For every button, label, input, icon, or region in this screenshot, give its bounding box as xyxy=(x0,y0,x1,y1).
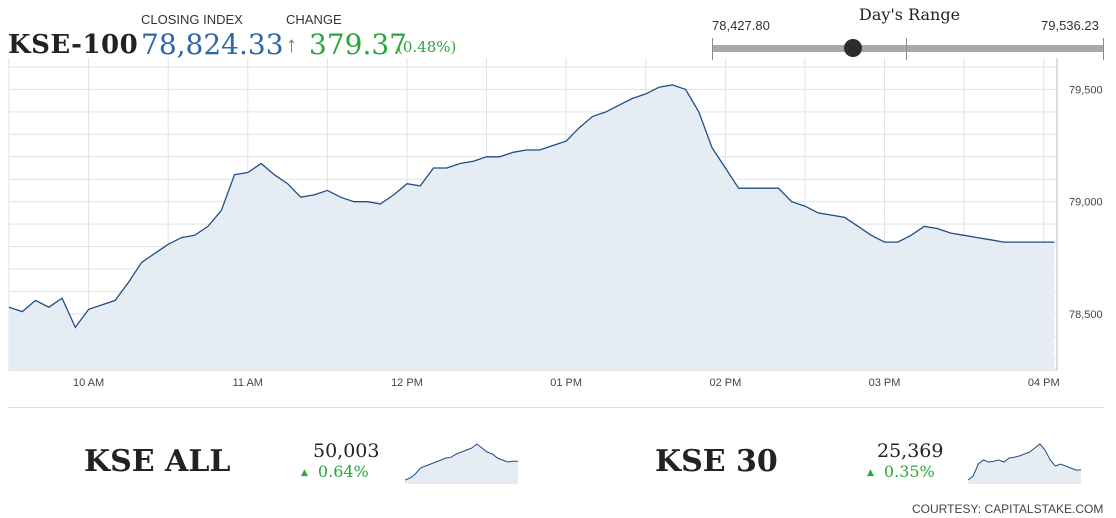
section-divider xyxy=(8,407,1104,408)
kse-30-change: ▲ 0.35% xyxy=(867,462,935,481)
closing-index-value: 78,824.33 xyxy=(141,28,284,61)
y-tick-label: 79,000 xyxy=(1069,197,1103,209)
kse-30-name: KSE 30 xyxy=(655,444,778,479)
days-range-high: 79,536.23 xyxy=(1041,18,1099,33)
days-range-knob xyxy=(844,39,863,57)
days-range-low: 78,427.80 xyxy=(712,18,770,33)
kse-30-value: 25,369 xyxy=(877,440,944,462)
main-chart: 78,500 79,000 79,500 10 AM 11 AM 12 PM 01 PM 0… xyxy=(8,58,1103,389)
triangle-up-icon: ▲ xyxy=(301,467,308,478)
kse-all-sparkline xyxy=(405,443,518,484)
kse-all-change: ▲ 0.64% xyxy=(301,462,369,481)
change-label: CHANGE xyxy=(286,12,342,27)
change-value: 379.37 xyxy=(309,28,407,61)
kse-all-value: 50,003 xyxy=(313,440,380,462)
price-line xyxy=(8,84,1055,329)
triangle-up-icon: ▲ xyxy=(867,467,874,478)
x-tick-label: 12 PM xyxy=(391,377,423,389)
x-tick-label: 11 AM xyxy=(233,377,263,389)
x-tick-label: 02 PM xyxy=(709,377,741,389)
range-tick-mid xyxy=(906,38,907,60)
range-tick-left xyxy=(712,38,713,60)
y-tick-label: 79,500 xyxy=(1069,84,1103,96)
days-range-title: Day's Range xyxy=(859,5,961,24)
change-percent: (0.48%) xyxy=(397,38,457,56)
x-tick-label: 03 PM xyxy=(869,377,901,389)
x-tick-label: 04 PM xyxy=(1028,377,1060,389)
closing-index-label: CLOSING INDEX xyxy=(141,12,243,27)
days-range-track xyxy=(712,45,1104,52)
courtesy-credit: COURTESY: CAPITALSTAKE.COM xyxy=(912,502,1104,516)
range-tick-right xyxy=(1103,38,1104,60)
x-tick-label: 10 AM xyxy=(73,377,104,389)
kse-all-name: KSE ALL xyxy=(84,444,231,479)
index-name: KSE-100 xyxy=(8,30,139,60)
y-tick-label: 78,500 xyxy=(1069,309,1103,321)
arrow-up-icon: ↑ xyxy=(286,32,297,57)
kse-30-sparkline xyxy=(968,443,1081,484)
x-tick-label: 01 PM xyxy=(550,377,582,389)
price-area xyxy=(9,84,1055,371)
